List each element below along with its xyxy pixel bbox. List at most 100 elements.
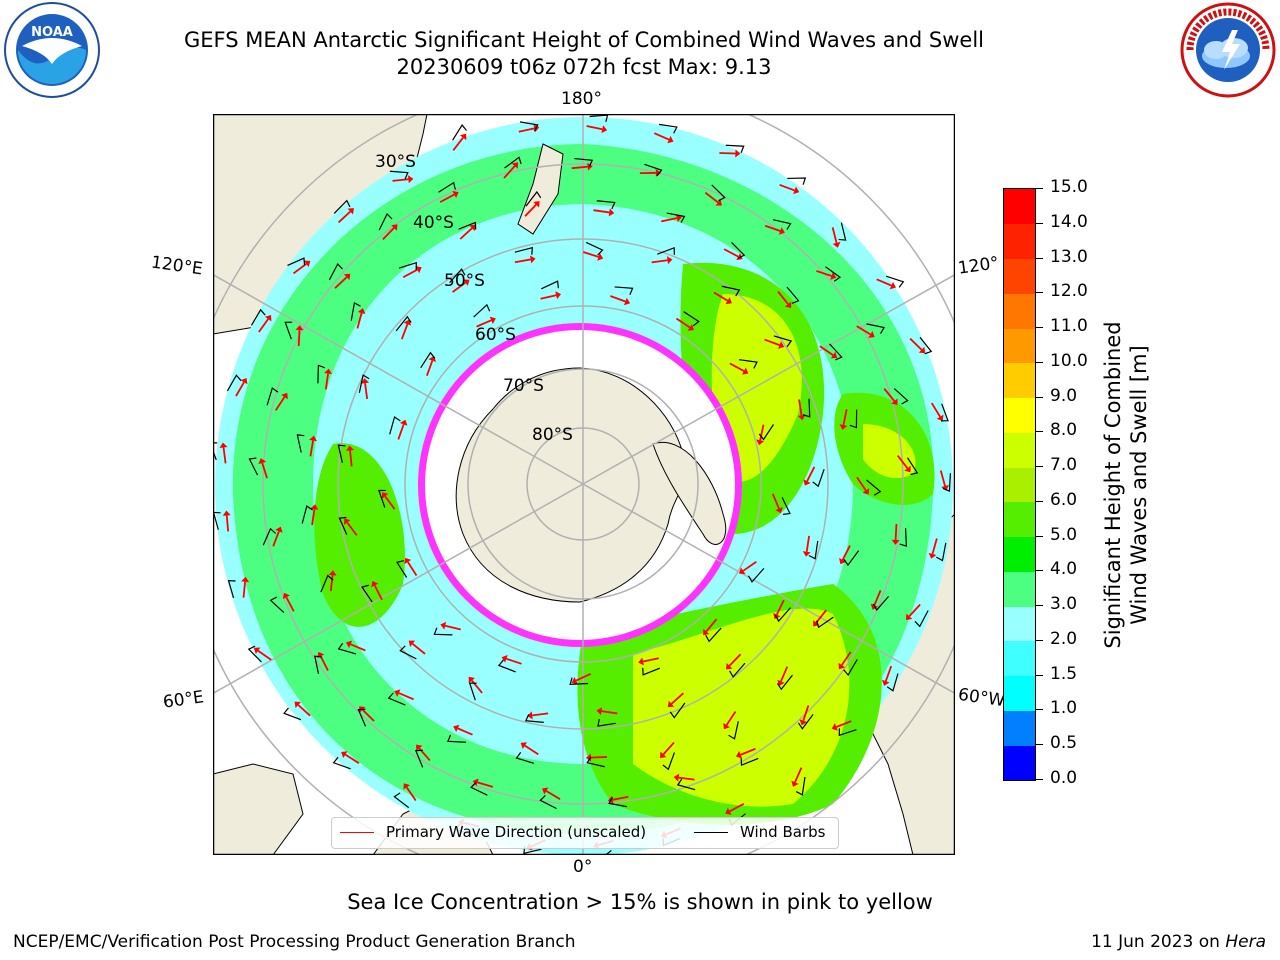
colorbar-tick bbox=[1036, 431, 1043, 433]
wave-arrow-head bbox=[839, 557, 847, 565]
wave-direction-arrow bbox=[653, 132, 670, 141]
wind-barb bbox=[515, 752, 534, 764]
colorbar-segment bbox=[1004, 328, 1035, 364]
wind-barb bbox=[328, 262, 343, 281]
wave-direction-arrow bbox=[723, 248, 739, 258]
wave-arrow-head bbox=[803, 479, 811, 486]
colorbar-tick-label: 11.0 bbox=[1050, 316, 1088, 337]
wave-arrow-head bbox=[839, 424, 848, 430]
map-panel: 30°S 40°S 50°S 60°S 70°S 80°S Primary Wa… bbox=[213, 114, 955, 855]
wave-arrow-head bbox=[838, 662, 846, 670]
wave-arrow-head bbox=[222, 510, 231, 516]
wave-arrow-head bbox=[889, 281, 896, 290]
wave-arrow-head bbox=[928, 552, 937, 559]
wave-arrow-head bbox=[281, 392, 288, 400]
wave-direction-arrow bbox=[373, 585, 383, 601]
colorbar-tick-label: 12.0 bbox=[1050, 281, 1088, 302]
wave-arrow-head bbox=[416, 744, 423, 752]
wave-direction-arrow bbox=[856, 476, 867, 492]
wave-direction-arrow bbox=[728, 653, 742, 667]
wave-direction-arrow bbox=[586, 125, 603, 131]
wind-barb bbox=[378, 489, 386, 508]
wave-direction-arrow bbox=[459, 227, 473, 240]
wave-direction-arrow bbox=[225, 515, 230, 532]
wind-barb bbox=[886, 275, 905, 288]
wind-barb bbox=[519, 121, 539, 132]
wave-direction-arrow bbox=[930, 402, 941, 418]
wave-zone-pacific-high bbox=[711, 294, 802, 482]
colorbar-segment bbox=[1004, 293, 1035, 329]
wave-arrow-head bbox=[489, 316, 496, 324]
wave-arrow-head bbox=[357, 308, 366, 315]
lat-label-50s: 50°S bbox=[444, 271, 485, 291]
wave-direction-arrow bbox=[713, 291, 729, 302]
wind-barb bbox=[666, 212, 686, 223]
wave-arrow-head bbox=[381, 492, 389, 499]
wave-arrow-head bbox=[597, 253, 604, 261]
wave-arrow-head bbox=[511, 162, 519, 169]
wave-direction-arrow bbox=[384, 495, 396, 510]
wind-barb bbox=[838, 222, 847, 241]
wave-direction-arrow bbox=[457, 727, 473, 736]
wave-arrow-head bbox=[882, 679, 890, 686]
wind-barb bbox=[447, 734, 466, 743]
lat-label-80s: 80°S bbox=[532, 425, 573, 445]
wave-direction-arrow bbox=[662, 741, 675, 755]
wind-barb bbox=[333, 199, 351, 214]
wave-direction-arrow bbox=[398, 692, 414, 701]
colorbar-tick-label: 8.0 bbox=[1050, 420, 1078, 441]
colorbar-tick-label: 1.0 bbox=[1050, 698, 1078, 719]
wave-direction-arrow bbox=[222, 447, 227, 464]
wave-direction-arrow bbox=[590, 756, 607, 759]
wave-direction-arrow bbox=[651, 259, 668, 264]
wave-arrow-head bbox=[452, 191, 459, 199]
wave-direction-arrow bbox=[477, 781, 494, 788]
colorbar-segment bbox=[1004, 606, 1035, 642]
colorbar-tick-label: 0.5 bbox=[1050, 733, 1078, 754]
wave-arrow-head bbox=[328, 570, 337, 576]
wind-barb bbox=[711, 184, 726, 202]
wind-barb bbox=[301, 505, 313, 524]
wave-direction-arrow bbox=[309, 440, 314, 457]
colorbar-tick bbox=[1036, 188, 1043, 189]
wind-barb bbox=[337, 444, 346, 463]
wave-direction-arrow bbox=[524, 204, 537, 217]
wind-barb bbox=[395, 315, 412, 332]
wind-barb bbox=[399, 645, 417, 660]
wind-barb bbox=[802, 398, 811, 418]
wave-arrow-head bbox=[608, 208, 615, 217]
wave-direction-arrow bbox=[815, 609, 827, 624]
wind-barb bbox=[449, 268, 466, 283]
colorbar-segment bbox=[1004, 467, 1035, 503]
map-legend: Primary Wave Direction (unscaled) Wind B… bbox=[331, 817, 839, 849]
wave-direction-arrow bbox=[897, 455, 909, 469]
wind-barb bbox=[906, 457, 919, 476]
wave-arrow-head bbox=[571, 676, 578, 685]
wave-arrow-head bbox=[778, 227, 785, 235]
colorbar-segment bbox=[1004, 189, 1035, 225]
wave-direction-arrow bbox=[798, 399, 803, 416]
wave-direction-arrow bbox=[805, 535, 811, 552]
wave-arrow-head bbox=[346, 445, 355, 451]
colorbar-tick-label: 5.0 bbox=[1050, 524, 1078, 545]
wave-direction-arrow bbox=[729, 362, 745, 372]
wave-direction-arrow bbox=[704, 191, 719, 204]
wave-direction-arrow bbox=[742, 561, 757, 572]
wind-barb bbox=[597, 719, 616, 727]
wave-arrow-head bbox=[463, 279, 470, 286]
wind-barb bbox=[936, 542, 947, 562]
wave-zone-high bbox=[633, 608, 850, 807]
wind-barb bbox=[468, 682, 477, 701]
wave-direction-arrow bbox=[364, 382, 369, 400]
wind-barb bbox=[438, 181, 456, 193]
wave-direction-arrow bbox=[612, 795, 629, 801]
wind-barb bbox=[586, 756, 605, 768]
wave-direction-arrow bbox=[524, 744, 539, 756]
wave-arrow-head bbox=[596, 707, 603, 716]
wind-barb bbox=[226, 374, 242, 392]
wave-direction-arrow bbox=[324, 373, 329, 390]
lon-label-60w: 60°W bbox=[956, 684, 1007, 712]
wave-arrow-head bbox=[294, 701, 301, 708]
wave-direction-arrow bbox=[908, 603, 921, 617]
wave-arrow-head bbox=[667, 700, 675, 708]
